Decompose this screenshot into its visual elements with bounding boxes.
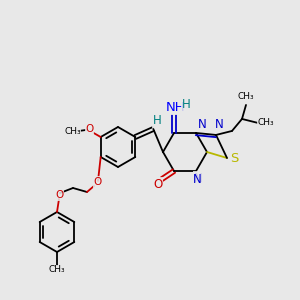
Text: CH₃: CH₃ (238, 92, 254, 101)
Text: O: O (85, 124, 94, 134)
Text: N: N (193, 172, 201, 186)
Text: CH₃: CH₃ (258, 118, 274, 127)
Text: N: N (214, 118, 224, 131)
Text: O: O (55, 190, 63, 200)
Text: H: H (153, 115, 162, 128)
Text: N: N (198, 118, 206, 131)
Text: CH₃: CH₃ (49, 266, 65, 274)
Text: O: O (153, 178, 163, 190)
Text: N: N (194, 172, 202, 184)
Text: CH₃: CH₃ (64, 127, 81, 136)
Text: NH: NH (166, 101, 186, 114)
Text: H: H (182, 98, 190, 111)
Text: O: O (94, 177, 102, 187)
Text: S: S (230, 152, 238, 164)
